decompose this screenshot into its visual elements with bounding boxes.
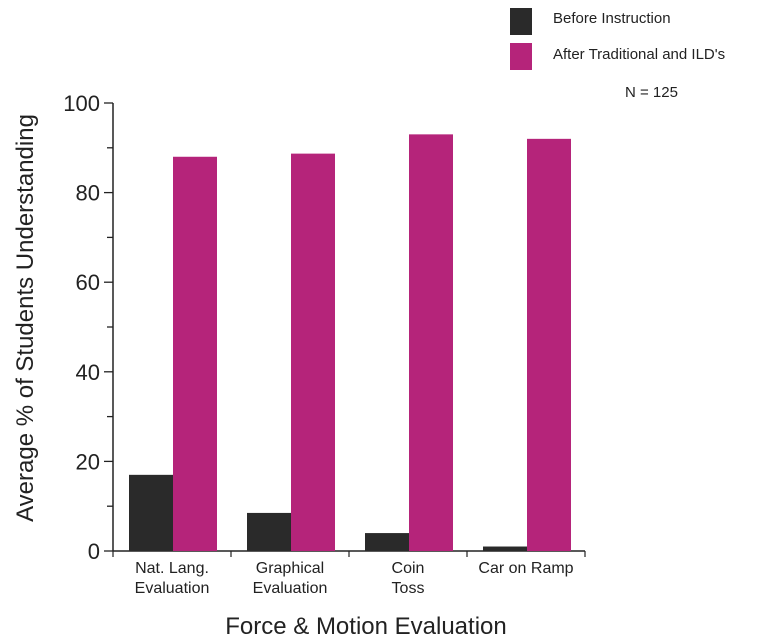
- bar-before-instruction: [365, 533, 409, 551]
- x-tick-label: Graphical Evaluation: [253, 560, 328, 597]
- y-axis-label: Average % of Students Understanding: [12, 114, 39, 522]
- bars: [129, 134, 571, 552]
- x-tick-label: Car on Ramp: [478, 560, 573, 577]
- bar-after-traditional-ild: [409, 134, 453, 552]
- x-tick-label: Coin Toss: [392, 560, 425, 597]
- y-tick-labels: 0 20 40 60 80 100: [63, 91, 100, 564]
- x-axis-label: Force & Motion Evaluation: [225, 613, 506, 637]
- y-tick-label: 0: [88, 539, 100, 564]
- y-tick-label: 80: [76, 181, 100, 206]
- x-tick-labels: Nat. Lang. Evaluation Graphical Evaluation C…: [135, 560, 574, 597]
- y-tick-label: 100: [63, 91, 100, 116]
- y-tick-label: 60: [76, 270, 100, 295]
- x-tick-label-line: Graphical: [256, 560, 324, 577]
- legend-label-after: After Traditional and ILD's: [553, 46, 726, 63]
- bar-before-instruction: [483, 546, 527, 551]
- x-tick-label: Nat. Lang. Evaluation: [135, 560, 210, 597]
- bar-before-instruction: [129, 474, 173, 551]
- bar-after-traditional-ild: [173, 156, 217, 551]
- x-tick-label-line: Car on Ramp: [478, 560, 573, 577]
- y-tick-label: 20: [76, 449, 100, 474]
- bar-after-traditional-ild: [291, 153, 335, 551]
- legend-label-before: Before Instruction: [553, 10, 671, 27]
- x-tick-label-line: Toss: [392, 580, 425, 597]
- x-tick-label-line: Nat. Lang.: [135, 560, 209, 577]
- y-tick-label: 40: [76, 360, 100, 385]
- x-tick-label-line: Evaluation: [135, 580, 210, 597]
- x-tick-label-line: Evaluation: [253, 580, 328, 597]
- legend-swatch-before: [510, 8, 532, 35]
- sample-size-annotation: N = 125: [625, 84, 678, 101]
- x-tick-label-line: Coin: [392, 560, 425, 577]
- legend-swatch-after: [510, 43, 532, 70]
- bar-after-traditional-ild: [527, 138, 571, 551]
- bar-before-instruction: [247, 512, 291, 551]
